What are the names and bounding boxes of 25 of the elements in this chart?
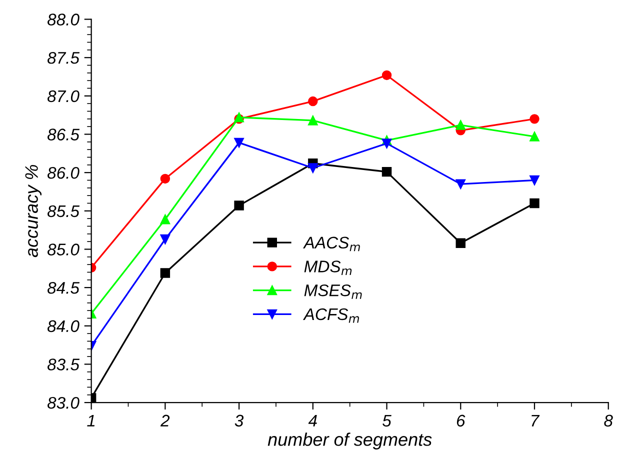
y-tick-label: 85.0 [48,244,80,256]
y-tick-label: 87.5 [48,52,80,64]
x-tick-label: 1 [87,414,95,426]
y-tick-label: 87.0 [48,90,80,102]
legend-label: MDS$_{m}$ [304,260,352,275]
y-tick-label: 84.0 [48,320,80,332]
y-tick-label: 86.5 [48,128,80,140]
y-tick-label: 88.0 [48,14,80,26]
legend-label: AACS$_{m}$ [302,236,360,252]
x-tick-label: 7 [532,414,540,426]
y-tick-label: 83.5 [48,358,80,370]
x-axis-title: number of segments [268,432,432,450]
y-tick-label: 84.5 [48,282,80,294]
y-tick-label: 85.5 [48,205,80,218]
x-tick-label: 6 [456,414,466,427]
x-tick-label: 2 [160,414,170,426]
x-tick-label: 8 [604,414,613,427]
y-tick-label: 86.0 [48,166,80,179]
x-tick-label: 4 [308,414,317,426]
x-tick-label: 5 [382,414,392,427]
y-axis-title: accuracy % [25,165,42,258]
legend-label: ACFS$_{m}$ [302,308,359,323]
legend-label: MSES$_{m}$ [304,284,362,299]
y-tick-label: 83.0 [48,396,80,409]
x-tick-label: 3 [234,414,244,427]
